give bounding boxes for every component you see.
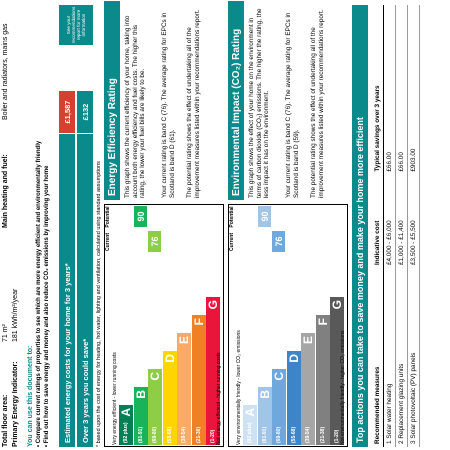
col-measures: Recommended measures bbox=[372, 268, 384, 447]
col-savings: Typical savings over 3 years bbox=[372, 5, 384, 175]
co2-band-range: (92 plus) bbox=[247, 422, 253, 443]
co2-band-e: (39-54) E bbox=[301, 333, 315, 445]
co2-band-letter: E bbox=[301, 336, 315, 345]
floor-area: Total floor area: bbox=[2, 337, 10, 447]
energy-potential-header: Potential bbox=[105, 206, 111, 228]
energy-band-range: (21-38) bbox=[195, 426, 202, 443]
co2-bottom-caption: Not environmentally friendly - higher CO… bbox=[340, 330, 346, 446]
energy-current-header: Current bbox=[105, 232, 111, 252]
co2-panel-p3: The potential rating shows the effect of… bbox=[310, 9, 325, 198]
table-row: 3 Solar photovoltaic (PV) panels £3,500 … bbox=[407, 5, 420, 447]
eer-panel-p2: Your current rating is band C (76). The … bbox=[161, 12, 176, 198]
co2-band-letter: F bbox=[315, 318, 330, 326]
cost-save-value: £132 bbox=[77, 91, 93, 134]
actions-title: Top actions you can take to save money a… bbox=[352, 5, 368, 447]
primary-energy-value: 181 kWh/m²/year bbox=[12, 288, 19, 342]
co2-panel-title: Environmental Impact (CO₂) Rating bbox=[228, 1, 244, 200]
heating-value: Boiler and radiators, mains gas bbox=[2, 23, 9, 121]
co2-band-range: (55-68) bbox=[290, 426, 297, 443]
cost-estimated-value: £1,587 bbox=[59, 91, 75, 134]
energy-band-f: (21-38) F bbox=[191, 315, 206, 445]
floor-area-value: 71 m² bbox=[2, 324, 9, 342]
co2-band-a: (92 plus) A bbox=[243, 405, 257, 445]
table-row: 2 Replacement glazing units £1,000 - £1,… bbox=[395, 5, 408, 447]
energy-bottom-caption: Not energy efficient - higher running co… bbox=[216, 352, 222, 445]
energy-band-e: (39-54) E bbox=[177, 333, 191, 445]
energy-band-letter: B bbox=[133, 390, 148, 399]
co2-band-letter: A bbox=[243, 408, 257, 417]
energy-band-letter: A bbox=[119, 408, 133, 417]
co2-band-letter: C bbox=[272, 372, 286, 381]
energy-band-range: (55-68) bbox=[166, 426, 173, 443]
energy-band-range: (92 plus) bbox=[123, 422, 129, 443]
co2-current-arrow: 76 bbox=[272, 231, 285, 252]
co2-band-c: (69-80) C bbox=[272, 369, 286, 445]
energy-band-b: (81-91) B bbox=[133, 387, 148, 445]
energy-band-letter: D bbox=[162, 354, 177, 363]
energy-band-a: (92 plus) A bbox=[119, 405, 133, 445]
co2-band-range: (21-38) bbox=[319, 426, 326, 443]
co2-band-b: (81-91) B bbox=[257, 387, 272, 445]
co2-band-letter: D bbox=[286, 354, 301, 363]
energy-band-letter: C bbox=[148, 372, 162, 381]
co2-potential-arrow: 90 bbox=[258, 206, 271, 227]
energy-band-d: (55-68) D bbox=[162, 351, 177, 445]
eer-panel-p1: This graph shows the current efficiency … bbox=[124, 15, 147, 198]
energy-band-range: (81-91) bbox=[137, 426, 144, 443]
energy-band-letter: F bbox=[191, 318, 206, 326]
co2-panel-p1: This graph shows the effect of your home… bbox=[248, 8, 271, 198]
primary-energy-label: Primary Energy Indicator: bbox=[12, 361, 19, 447]
cost-row-estimated: Estimated energy costs for your home for… bbox=[59, 91, 75, 447]
energy-current-arrow: 76 bbox=[148, 231, 161, 252]
co2-band-d: (55-68) D bbox=[286, 351, 301, 445]
eer-panel-p3: The potential rating shows the effect of… bbox=[186, 9, 201, 198]
energy-top-caption: Very energy efficient - lower running co… bbox=[112, 352, 118, 445]
cost-footnote: * based upon the cost of energy for heat… bbox=[96, 161, 102, 447]
actions-table: Recommended measures Indicative cost Typ… bbox=[372, 5, 420, 447]
energy-band-c: (69-80) C bbox=[148, 369, 162, 445]
use-doc-title: You can use this document to: bbox=[27, 345, 34, 447]
co2-current-header: Current bbox=[229, 232, 235, 252]
bullet-1: • Compare current ratings of properties … bbox=[36, 140, 42, 447]
co2-panel-p2: Your current rating is band C (76). The … bbox=[285, 12, 300, 198]
co2-band-f: (21-38) F bbox=[315, 315, 330, 445]
actions-header-row: Recommended measures Indicative cost Typ… bbox=[372, 5, 384, 447]
co2-top-caption: Very environmentally friendly - lower CO… bbox=[236, 330, 242, 445]
energy-band-range: (69-80) bbox=[152, 426, 158, 443]
energy-band-range: (39-54) bbox=[181, 426, 187, 443]
co2-band-range: (81-91) bbox=[261, 426, 268, 443]
cost-row-save: Over 3 years you could save* £132 bbox=[77, 91, 93, 447]
energy-band-letter: E bbox=[177, 336, 191, 345]
co2-band-letter: B bbox=[257, 390, 272, 399]
see-recommendations-box: See your recommendations report for more… bbox=[59, 5, 93, 45]
floor-area-label: Total floor area: bbox=[2, 394, 9, 447]
co2-band-range: (69-80) bbox=[276, 426, 282, 443]
table-row: 1 Solar water heating £4,000 - £6,000 £6… bbox=[383, 5, 396, 447]
eer-panel-title: Energy Efficiency Rating bbox=[104, 1, 120, 200]
co2-band-range: (39-54) bbox=[305, 426, 311, 443]
heating-label: Main heating and fuel: bbox=[2, 154, 9, 228]
bullet-2: • Find out how to save energy and money … bbox=[44, 165, 50, 447]
col-cost: Indicative cost bbox=[372, 174, 384, 269]
energy-potential-arrow: 90 bbox=[134, 206, 147, 227]
co2-potential-header: Potential bbox=[229, 206, 235, 228]
primary-energy: Primary Energy Indicator: bbox=[12, 361, 20, 447]
